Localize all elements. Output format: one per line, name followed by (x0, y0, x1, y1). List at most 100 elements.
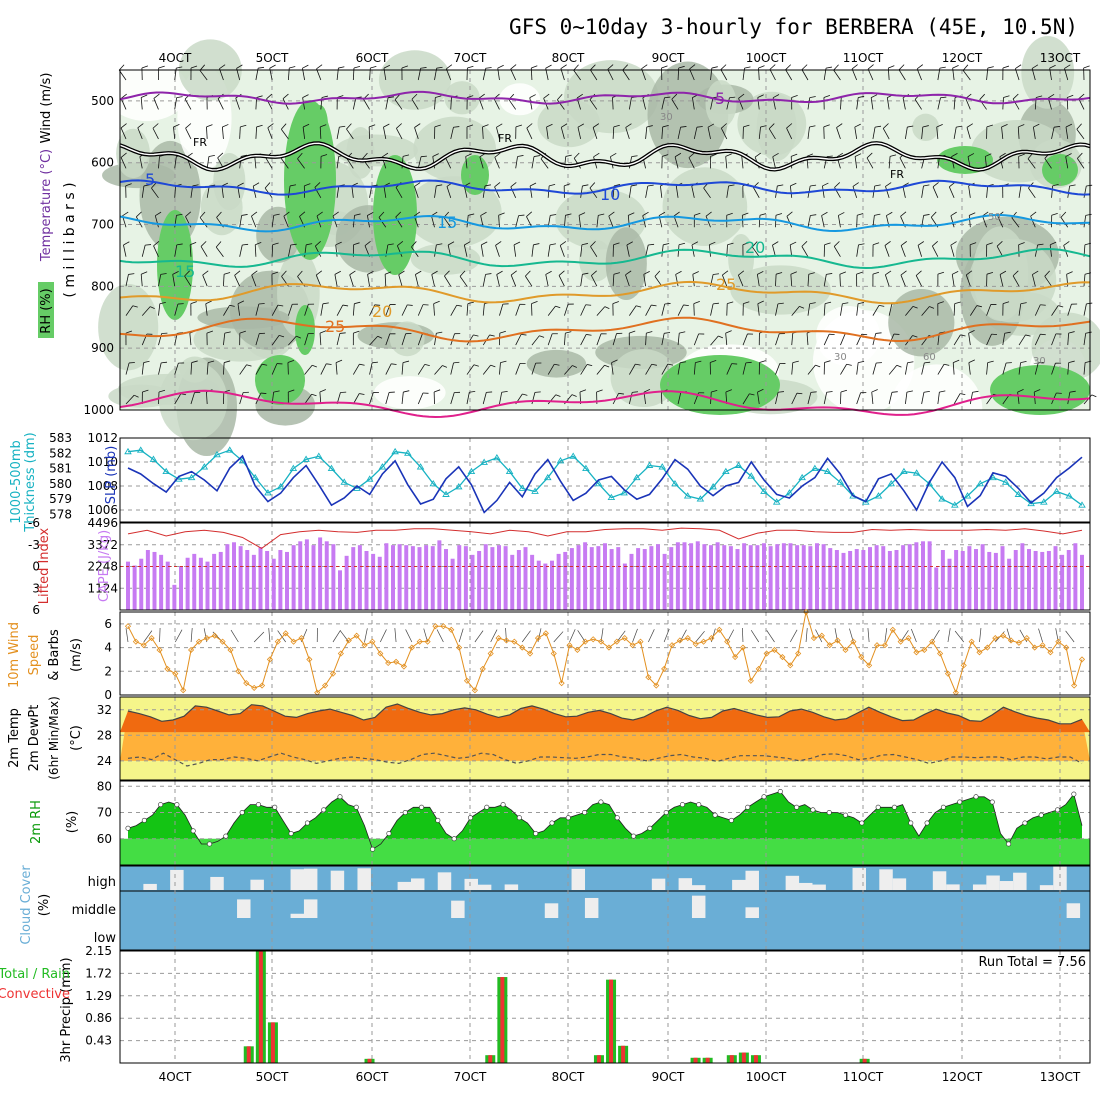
wind-barb-flag (713, 302, 719, 305)
wind-barb (1001, 126, 1004, 139)
cape-bar (987, 551, 992, 610)
wind-barb-flag (725, 330, 732, 334)
high-cloud-bar (651, 878, 666, 890)
bottom-time-label: 6OCT (356, 1070, 389, 1084)
wind-barb-flag (383, 123, 390, 128)
wind-barb (937, 97, 941, 110)
thickness-point (912, 469, 921, 476)
wind-barb (1051, 305, 1059, 316)
wind-barb-flag (342, 304, 349, 307)
wind-barb (590, 69, 598, 81)
wind-barb (336, 127, 340, 139)
wind10m-barb (394, 628, 397, 643)
cape-bar (569, 548, 574, 610)
cape-bar (980, 544, 985, 610)
wind-barb-flag (319, 330, 327, 334)
wind-barb (223, 362, 225, 375)
wind-barb-flag (221, 182, 229, 187)
thickness-point (213, 450, 221, 458)
wind-barb-flag (878, 304, 885, 307)
wind-barb-flag (332, 211, 339, 217)
wind-barb-flag (264, 182, 271, 189)
thickness-point (938, 495, 946, 502)
wind-barb (677, 304, 684, 316)
wind-barb-flag (675, 270, 682, 275)
rh-region (537, 99, 601, 148)
wind10m-point (590, 636, 597, 643)
thickness-point (340, 478, 349, 485)
wind-barb (239, 244, 243, 257)
wind10m-barb (190, 628, 193, 643)
wind-barb-flag (397, 241, 404, 246)
wind-barb (661, 363, 669, 375)
wind-barb-flag (1065, 123, 1073, 128)
wind-barb (758, 126, 761, 139)
wind-barb-flag (261, 363, 268, 366)
wind-barb-flag (953, 359, 960, 363)
wind-barb-flag (791, 153, 798, 157)
cape-bar (556, 553, 561, 610)
rh-high-region (660, 355, 780, 415)
cape-bar (828, 548, 833, 610)
wind-barb-flag (525, 270, 531, 277)
wind10m-point (605, 644, 613, 651)
wind-barb-flag (663, 243, 670, 246)
wind-barb-flag (857, 213, 864, 216)
wind-barb (580, 185, 583, 198)
wind-barb-flag (785, 64, 792, 70)
middle-cloud-bar (1066, 903, 1081, 918)
wind-barb-flag (237, 182, 244, 187)
wind10m-point (503, 637, 510, 644)
wind-barb (1067, 392, 1071, 405)
precip-convective-bar (367, 1058, 372, 1063)
wind-barb (915, 275, 922, 287)
rh2m-point (435, 817, 441, 823)
wind-barb-flag (578, 212, 586, 216)
middle-cloud-bar (237, 899, 251, 918)
wind-barb-flag (960, 334, 966, 337)
temp-line (127, 703, 1083, 725)
cape-bar (357, 545, 362, 610)
cape-bar (404, 545, 409, 610)
temperature-frame (119, 696, 1091, 781)
wind-barb (661, 303, 666, 316)
thickness-point (531, 487, 539, 494)
wind-barb-flag (191, 360, 198, 363)
wind-barb-flag (484, 184, 491, 187)
wind-barb-flag (533, 155, 540, 157)
thickness-point (760, 487, 768, 494)
wind-barb-flag (339, 332, 346, 334)
wind-barb (363, 98, 370, 110)
wind-barb (1051, 363, 1056, 375)
wind-barb (465, 156, 468, 169)
cape-bar (318, 537, 323, 610)
wind-barb (482, 392, 487, 405)
thickness-point (200, 463, 209, 470)
wind10m-point (779, 653, 786, 661)
wind-barb-flag (517, 155, 524, 157)
wind-barb (1018, 185, 1022, 198)
cape-bar (596, 546, 601, 610)
thickness-point (1027, 499, 1035, 507)
wind-barb (951, 274, 955, 287)
wind-barb-flag (582, 184, 589, 187)
rh2m-point (1038, 812, 1044, 818)
wind-barb (434, 244, 437, 257)
wind-barb (190, 392, 195, 405)
wind-barb-flag (383, 64, 391, 69)
bottom-time-label: 13OCT (1040, 1070, 1081, 1084)
wind-barb (173, 126, 176, 139)
dewpoint-line (127, 752, 1083, 767)
wind-barb-flag (604, 364, 610, 368)
wind-barb-flag (122, 211, 129, 217)
thickness-point (505, 467, 514, 475)
wind10m-point (266, 656, 273, 663)
wind-barb (219, 68, 224, 81)
rh2m-point (1006, 841, 1012, 847)
high-cloud-bar (143, 883, 157, 890)
wind-barb (320, 303, 324, 316)
wind10m-point (361, 642, 368, 649)
wind-barb-flag (1077, 152, 1083, 159)
wind-barb (547, 333, 553, 346)
wind-barb-flag (786, 123, 793, 129)
